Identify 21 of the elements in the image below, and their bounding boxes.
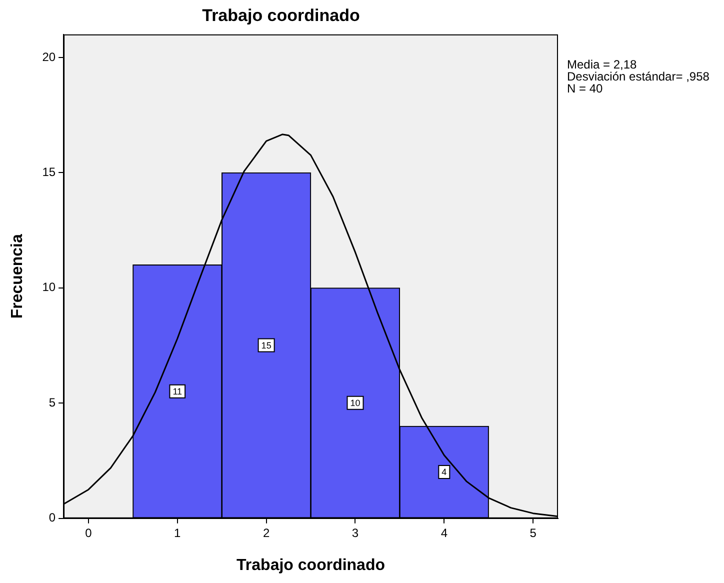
y-tick-label: 15	[42, 165, 56, 179]
x-tick-label: 4	[440, 526, 448, 540]
x-tick-label: 1	[174, 526, 182, 540]
x-tick-label: 3	[352, 526, 359, 540]
x-tick-label: 2	[262, 526, 270, 540]
data-label: 15	[261, 340, 272, 350]
data-label: 11	[172, 386, 182, 396]
y-tick-label: 0	[48, 510, 56, 525]
y-tick-label: 10	[42, 280, 56, 294]
x-axis-title: Trabajo coordinado	[236, 556, 386, 574]
text: N = 40	[567, 82, 604, 96]
chart-title: Trabajo coordinado	[202, 6, 360, 25]
y-axis-title: Frecuencia	[9, 234, 26, 319]
text: Desviación estándar= ,958	[567, 70, 710, 84]
data-label: 4	[442, 467, 447, 478]
data-label: 10	[350, 398, 360, 408]
text: Media = 2,18	[567, 58, 638, 72]
y-tick-label: 20	[42, 50, 56, 64]
x-tick-label: 0	[85, 526, 92, 540]
x-tick-label: 5	[530, 526, 537, 540]
y-tick-label: 5	[48, 395, 56, 410]
